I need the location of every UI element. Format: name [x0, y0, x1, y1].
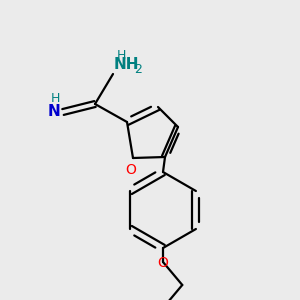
- Text: 2: 2: [134, 63, 142, 76]
- Text: O: O: [126, 163, 136, 177]
- Text: H: H: [51, 92, 60, 106]
- Text: N: N: [47, 104, 60, 119]
- Text: NH: NH: [114, 57, 140, 72]
- Text: O: O: [158, 256, 168, 270]
- Text: H: H: [116, 49, 126, 62]
